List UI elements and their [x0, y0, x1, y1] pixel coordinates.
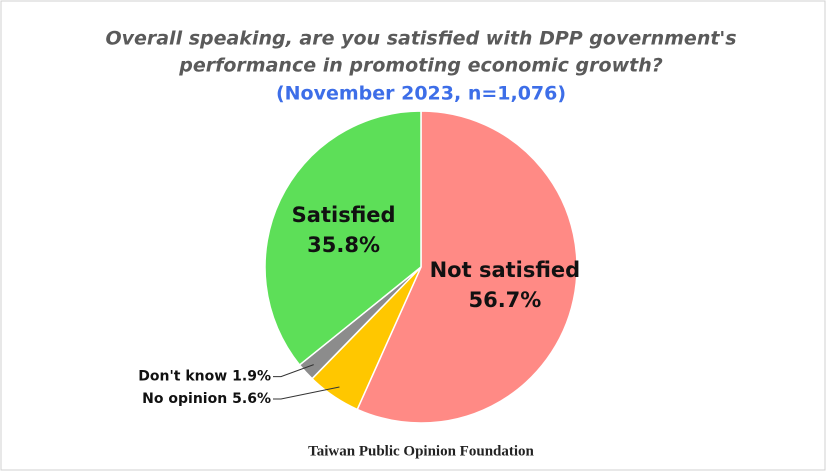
value-label: 1.9% — [232, 369, 271, 385]
chart-title: Overall speaking, are you satisfied with… — [105, 28, 736, 50]
slice-label: Don't know 1.9% — [138, 369, 271, 385]
chart-title: performance in promoting economic growth… — [178, 55, 663, 77]
pie-slice — [356, 110, 578, 424]
leader-line — [273, 364, 314, 378]
leader-line — [273, 386, 340, 400]
slice-value-label: 56.7% — [468, 288, 541, 312]
pie-slice — [264, 110, 422, 366]
slice-value-label: 35.8% — [307, 233, 380, 257]
slice-label: Not satisfied — [430, 258, 581, 282]
category-label: Don't know — [138, 369, 227, 385]
chart-subtitle: (November 2023, n=1,076) — [276, 83, 566, 105]
slice-label: Satisfied — [292, 203, 396, 227]
source: Taiwan Public Opinion Foundation — [308, 443, 534, 459]
value-label: 5.6% — [232, 391, 271, 407]
slice-label: No opinion 5.6% — [142, 391, 271, 407]
category-label: No opinion — [142, 391, 227, 407]
